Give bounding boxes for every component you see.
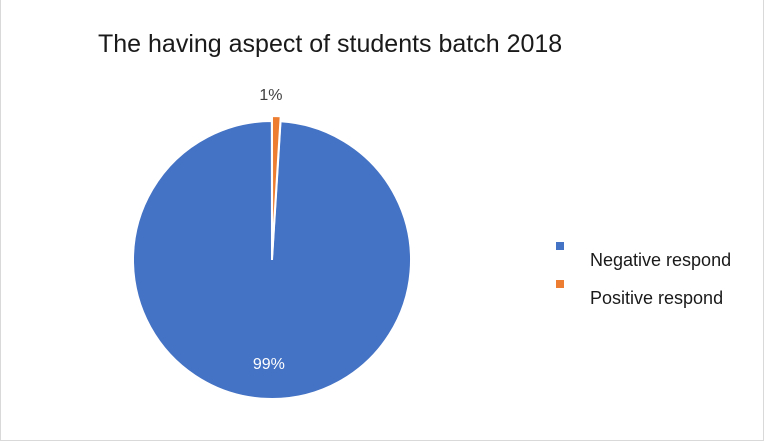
legend-label-positive: Positive respond <box>590 288 724 308</box>
data-label-positive: 1% <box>259 87 282 104</box>
slice-positive-respond <box>270 115 282 256</box>
data-label-negative: 99% <box>253 356 285 373</box>
slice-negative-respond <box>132 119 412 400</box>
legend-label-negative: Negative respond <box>590 250 732 270</box>
legend-swatch-positive <box>556 280 564 288</box>
legend-swatch-negative <box>556 242 564 250</box>
chart-title: The having aspect of students batch 2018 <box>98 30 563 58</box>
